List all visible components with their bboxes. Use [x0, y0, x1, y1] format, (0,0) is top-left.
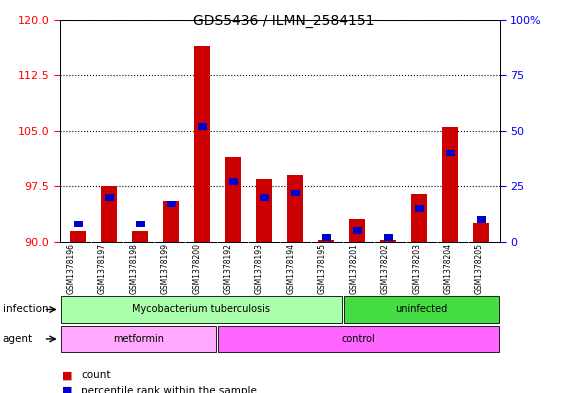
Bar	[105, 194, 114, 200]
Bar	[349, 219, 365, 242]
Bar	[198, 123, 207, 130]
Text: infection: infection	[3, 305, 48, 314]
Bar	[218, 326, 499, 352]
Bar	[257, 179, 272, 242]
Text: GSM1378197: GSM1378197	[98, 243, 107, 294]
Text: uninfected: uninfected	[395, 305, 448, 314]
Text: GSM1378193: GSM1378193	[255, 243, 264, 294]
Bar	[102, 186, 117, 242]
Text: GSM1378192: GSM1378192	[224, 243, 232, 294]
Text: GSM1378202: GSM1378202	[381, 243, 390, 294]
Text: GSM1378199: GSM1378199	[161, 243, 170, 294]
Bar	[415, 205, 424, 212]
Text: ■: ■	[62, 386, 73, 393]
Bar	[353, 227, 361, 234]
Bar	[61, 296, 342, 323]
Bar	[167, 200, 176, 207]
Bar	[344, 296, 499, 323]
Text: ■: ■	[62, 370, 73, 380]
Text: percentile rank within the sample: percentile rank within the sample	[81, 386, 257, 393]
Bar	[442, 127, 458, 242]
Text: GSM1378204: GSM1378204	[444, 243, 453, 294]
Bar	[322, 234, 331, 241]
Bar	[61, 326, 216, 352]
Bar	[381, 240, 396, 242]
Bar	[132, 231, 148, 242]
Text: GSM1378203: GSM1378203	[412, 243, 421, 294]
Bar	[411, 194, 427, 242]
Text: GSM1378198: GSM1378198	[130, 243, 138, 294]
Bar	[319, 240, 334, 242]
Text: GSM1378201: GSM1378201	[349, 243, 358, 294]
Text: GSM1378200: GSM1378200	[192, 243, 201, 294]
Bar	[477, 216, 486, 223]
Bar	[70, 231, 86, 242]
Text: GSM1378194: GSM1378194	[286, 243, 295, 294]
Text: control: control	[341, 334, 375, 344]
Text: agent: agent	[3, 334, 33, 344]
Bar	[225, 156, 241, 242]
Bar	[446, 150, 454, 156]
Bar	[384, 234, 392, 241]
Bar	[287, 175, 303, 242]
Text: GSM1378196: GSM1378196	[66, 243, 76, 294]
Text: metformin: metformin	[112, 334, 164, 344]
Bar	[260, 194, 269, 200]
Bar	[474, 223, 489, 242]
Text: count: count	[81, 370, 111, 380]
Bar	[136, 220, 144, 227]
Bar	[291, 189, 299, 196]
Bar	[74, 220, 82, 227]
Text: GSM1378205: GSM1378205	[475, 243, 484, 294]
Bar	[164, 201, 179, 242]
Bar	[229, 178, 237, 185]
Bar	[194, 46, 210, 242]
Text: GSM1378195: GSM1378195	[318, 243, 327, 294]
Text: GDS5436 / ILMN_2584151: GDS5436 / ILMN_2584151	[193, 14, 375, 28]
Text: Mycobacterium tuberculosis: Mycobacterium tuberculosis	[132, 305, 270, 314]
